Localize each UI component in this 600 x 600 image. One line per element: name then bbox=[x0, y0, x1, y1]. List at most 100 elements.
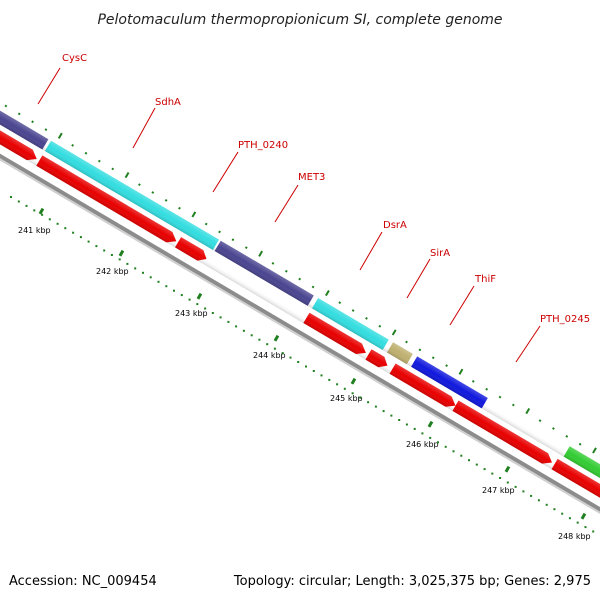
label-pth-0245: PTH_0245 bbox=[540, 314, 590, 325]
scale-dot bbox=[568, 517, 571, 520]
scale-dot bbox=[33, 209, 36, 212]
tick-dot bbox=[471, 379, 475, 383]
tick-dot bbox=[164, 199, 168, 202]
scale-dot bbox=[561, 512, 564, 515]
scale-dot bbox=[499, 477, 502, 479]
tick-dot bbox=[271, 261, 275, 265]
scale-dot bbox=[437, 441, 439, 444]
scale-dot bbox=[258, 338, 261, 341]
leader-met3 bbox=[274, 184, 299, 223]
tick-dot bbox=[418, 348, 422, 352]
scale-dot bbox=[56, 222, 59, 225]
tick-dot bbox=[138, 183, 141, 187]
kbp-label: 242 kbp bbox=[96, 267, 129, 276]
scale-dot bbox=[242, 329, 245, 332]
tick-dot bbox=[178, 206, 181, 210]
kbp-label: 244 kbp bbox=[253, 351, 286, 360]
label-leaders bbox=[37, 67, 541, 363]
tick-dot bbox=[338, 301, 342, 305]
scale-dot bbox=[460, 454, 463, 457]
scale-dot bbox=[545, 503, 548, 506]
reverse-strand bbox=[0, 115, 600, 512]
tick-dot bbox=[431, 356, 435, 360]
tick-mark bbox=[592, 447, 597, 454]
tick-dot bbox=[378, 324, 382, 328]
major-tick bbox=[427, 420, 434, 428]
scale-dot bbox=[134, 267, 137, 270]
scale-dot bbox=[196, 303, 199, 306]
scale-dot bbox=[398, 419, 401, 421]
scale-dot bbox=[211, 312, 214, 314]
leader-cysc bbox=[37, 67, 61, 105]
scale-dot bbox=[483, 468, 486, 471]
tick-dot bbox=[111, 167, 115, 171]
scale-dot bbox=[336, 383, 339, 386]
scale-dot bbox=[17, 200, 20, 203]
scale-dot bbox=[530, 494, 533, 497]
scale-dot bbox=[328, 378, 331, 381]
tick-dot bbox=[244, 246, 248, 249]
tick-dot bbox=[31, 120, 34, 124]
scale-dot bbox=[227, 320, 230, 323]
tick-dot bbox=[498, 395, 502, 399]
tick-dot bbox=[84, 151, 88, 155]
leader-pth-0240 bbox=[212, 151, 239, 193]
scale-dot bbox=[491, 472, 494, 475]
scale-dot bbox=[537, 499, 540, 502]
scale-dot bbox=[142, 271, 144, 274]
scale-dot bbox=[390, 414, 393, 417]
scale-dot bbox=[506, 481, 509, 484]
label-sdha: SdhA bbox=[155, 97, 181, 108]
tick-dot bbox=[151, 191, 155, 194]
scale-dot bbox=[126, 262, 129, 265]
tick-dot bbox=[552, 427, 555, 430]
scale-dot bbox=[87, 240, 90, 243]
tick-dot bbox=[538, 419, 542, 423]
leader-dsra bbox=[359, 231, 383, 271]
scale-dot bbox=[351, 392, 354, 395]
scale-dot bbox=[157, 280, 160, 283]
tick-dot bbox=[44, 128, 48, 131]
label-dsra: DsrA bbox=[383, 220, 407, 231]
kbp-label: 246 kbp bbox=[406, 440, 439, 449]
major-tick bbox=[38, 207, 45, 215]
scale-dot bbox=[305, 365, 307, 368]
scale-dot bbox=[281, 352, 284, 355]
backbone-shadow bbox=[0, 136, 600, 524]
tick-dot bbox=[445, 364, 448, 367]
kbp-labels: 241 kbp 242 kbp 243 kbp 244 kbp 245 kbp … bbox=[18, 226, 591, 541]
scale-dot bbox=[413, 427, 416, 430]
scale-dot bbox=[149, 276, 152, 279]
scale-dot bbox=[25, 204, 28, 207]
major-tick bbox=[504, 465, 511, 473]
scale-dot bbox=[359, 396, 362, 399]
scale-dot bbox=[343, 387, 346, 390]
major-tick bbox=[118, 249, 125, 257]
tick-dot bbox=[218, 230, 221, 234]
genome-summary-text: Topology: circular; Length: 3,025,375 bp… bbox=[233, 574, 591, 589]
tick-mark bbox=[391, 329, 397, 336]
label-thif: ThiF bbox=[474, 274, 496, 285]
scale-dot bbox=[110, 254, 113, 256]
kbp-label: 247 kbp bbox=[482, 486, 515, 495]
scale-dot bbox=[429, 436, 432, 439]
scale-dot bbox=[289, 356, 292, 359]
kbp-label: 245 kbp bbox=[330, 394, 363, 403]
tick-dot bbox=[351, 309, 355, 312]
scale-dot bbox=[48, 218, 51, 221]
scale-dot bbox=[367, 401, 370, 404]
kbp-label: 241 kbp bbox=[18, 226, 51, 235]
scale-dot bbox=[219, 316, 222, 319]
scale-dot bbox=[475, 463, 478, 466]
scale-dot bbox=[452, 450, 455, 453]
minor-scale-dots bbox=[10, 196, 595, 533]
scale-dot bbox=[95, 245, 98, 248]
tick-mark bbox=[191, 211, 197, 218]
tick-dot bbox=[17, 112, 21, 116]
scale-dot bbox=[79, 236, 82, 239]
scale-dot bbox=[382, 410, 385, 413]
scale-dot bbox=[188, 298, 191, 301]
gene-labels: CysC SdhA PTH_0240 MET3 DsrA SirA ThiF P… bbox=[62, 53, 590, 325]
major-tick bbox=[580, 512, 587, 520]
tick-mark bbox=[57, 132, 63, 139]
